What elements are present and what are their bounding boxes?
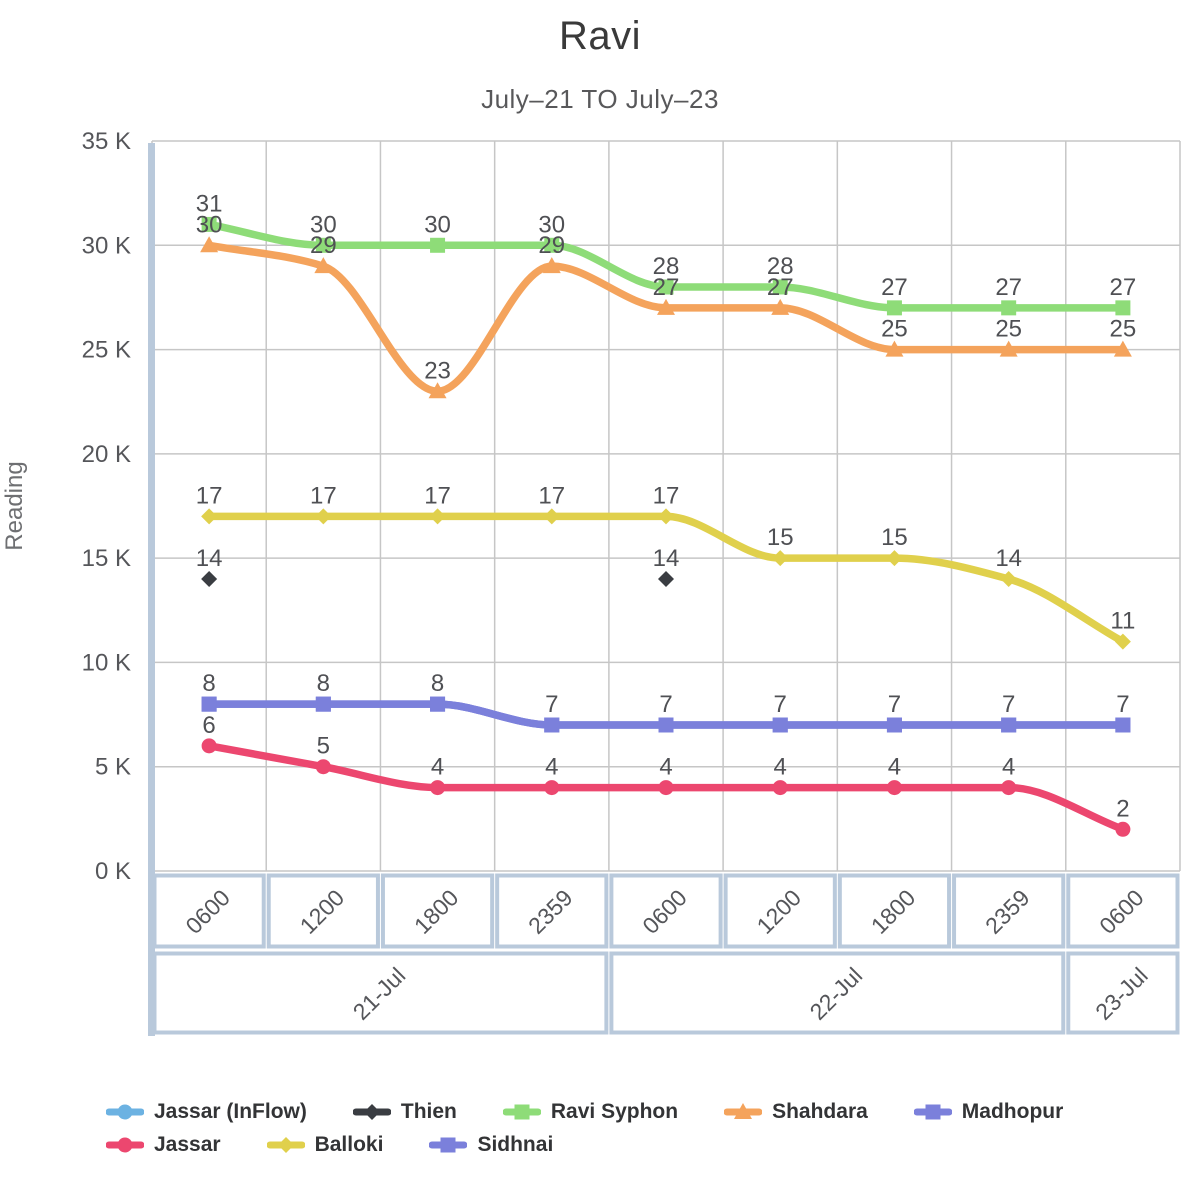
madhopur-legend-marker-icon — [913, 1104, 952, 1120]
legend-item-sidhnai[interactable]: Sidhnai — [429, 1133, 553, 1157]
series-jassar: 6 5 4 4 4 4 4 4 2 — [201, 712, 1131, 837]
legend-item-jassar[interactable]: Jassar — [106, 1133, 221, 1157]
data-label: 31 — [196, 190, 223, 217]
legend-item-madhopur[interactable]: Madhopur — [913, 1100, 1064, 1124]
data-label: 15 — [881, 524, 908, 551]
data-label: 2 — [1116, 795, 1129, 822]
ravi-syphon-legend-marker-icon — [502, 1104, 541, 1120]
jassar-legend-marker-icon — [106, 1137, 144, 1153]
legend-label: Ravi Syphon — [550, 1100, 679, 1123]
data-label: 4 — [659, 754, 672, 781]
data-label: 4 — [431, 754, 444, 781]
jassar-inflow-legend-marker-icon — [106, 1104, 144, 1120]
data-label: 30 — [538, 211, 565, 238]
data-label: 7 — [1116, 691, 1129, 718]
data-label: 14 — [653, 545, 680, 572]
y-tick-label: 0 K — [95, 858, 131, 885]
data-label: 5 — [317, 733, 330, 760]
data-label: 15 — [767, 524, 794, 551]
y-tick-label: 20 K — [82, 441, 131, 468]
y-tick-label: 5 K — [95, 754, 131, 781]
data-label: 17 — [538, 482, 565, 509]
plot-area: 0600 1200 1800 2359 0600 1200 1800 2359 060021-J… — [82, 128, 1181, 1036]
legend-item-balloki[interactable]: Balloki — [266, 1133, 384, 1157]
data-label: 30 — [310, 211, 337, 238]
series-thien: 14 14 — [196, 545, 680, 587]
data-label: 25 — [995, 316, 1022, 343]
data-label: 7 — [659, 691, 672, 718]
legend-item-shahdara[interactable]: Shahdara — [724, 1100, 868, 1124]
legend-item-thien[interactable]: Thien — [352, 1100, 457, 1124]
series-sidhnai: 8 8 8 7 7 7 7 7 7 — [201, 670, 1131, 733]
data-label: 14 — [196, 545, 223, 572]
data-label: 4 — [774, 754, 787, 781]
plot-left-border — [148, 143, 155, 1036]
data-label: 27 — [767, 274, 794, 301]
data-label: 7 — [888, 691, 901, 718]
sidhnai-legend-marker-icon — [429, 1137, 468, 1153]
y-tick-label: 30 K — [82, 232, 131, 259]
legend-label: Madhopur — [961, 1100, 1064, 1123]
series-balloki: 17 17 17 17 17 15 15 14 11 — [196, 482, 1135, 650]
y-tick-label: 10 K — [82, 649, 131, 676]
y-axis-ticks: 0 K 5 K 10 K 15 K 20 K 25 K 30 K 35 K — [82, 128, 131, 885]
data-label: 25 — [1110, 316, 1137, 343]
x-axis-category-cells: 0600 1200 1800 2359 0600 1200 1800 2359 0600 — [152, 873, 1180, 949]
y-tick-label: 25 K — [82, 337, 131, 364]
data-label: 8 — [202, 670, 215, 697]
data-label: 27 — [881, 274, 908, 301]
data-label: 7 — [774, 691, 787, 718]
data-label: 27 — [653, 274, 680, 301]
y-tick-label: 15 K — [82, 545, 131, 572]
data-label: 4 — [888, 754, 901, 781]
data-label: 8 — [317, 670, 330, 697]
balloki-legend-marker-icon — [266, 1137, 305, 1153]
legend-label: Balloki — [314, 1133, 384, 1156]
data-label: 17 — [196, 482, 223, 509]
data-label: 23 — [424, 357, 451, 384]
data-label: 4 — [545, 754, 558, 781]
data-label: 6 — [202, 712, 215, 739]
chart-subtitle: July–21 TO July–23 — [481, 84, 719, 114]
shahdara-legend-marker-icon — [724, 1103, 763, 1119]
data-label: 7 — [1002, 691, 1015, 718]
data-label: 29 — [538, 232, 565, 259]
data-label: 17 — [653, 482, 680, 509]
legend: Jassar (InFlow) Thien Ravi Syphon Shahdara M… — [106, 1100, 1136, 1157]
data-label: 17 — [310, 482, 337, 509]
data-label: 29 — [310, 232, 337, 259]
data-label: 27 — [1110, 274, 1137, 301]
data-label: 7 — [545, 691, 558, 718]
y-tick-label: 35 K — [82, 128, 131, 155]
data-label: 4 — [1002, 754, 1015, 781]
data-label: 30 — [196, 211, 223, 238]
legend-label: Jassar — [154, 1133, 221, 1156]
data-label: 8 — [431, 670, 444, 697]
chart-title: Ravi — [558, 14, 642, 58]
data-label: 14 — [995, 545, 1022, 572]
data-label: 28 — [653, 253, 680, 280]
data-label: 17 — [424, 482, 451, 509]
data-label: 11 — [1110, 608, 1135, 635]
data-label: 28 — [767, 253, 794, 280]
legend-label: Jassar (InFlow) — [154, 1100, 307, 1123]
legend-item-jassar-inflow[interactable]: Jassar (InFlow) — [106, 1100, 307, 1124]
data-label: 30 — [424, 211, 451, 238]
legend-label: Thien — [400, 1100, 457, 1123]
legend-label: Sidhnai — [477, 1133, 554, 1156]
data-label: 25 — [881, 316, 908, 343]
legend-label: Shahdara — [772, 1100, 868, 1123]
thien-legend-marker-icon — [352, 1104, 391, 1120]
data-label: 27 — [995, 274, 1022, 301]
x-axis-date-cells: 21-Jul 22-Jul 23-Jul — [152, 951, 1180, 1035]
legend-item-ravi-syphon[interactable]: Ravi Syphon — [502, 1100, 679, 1124]
